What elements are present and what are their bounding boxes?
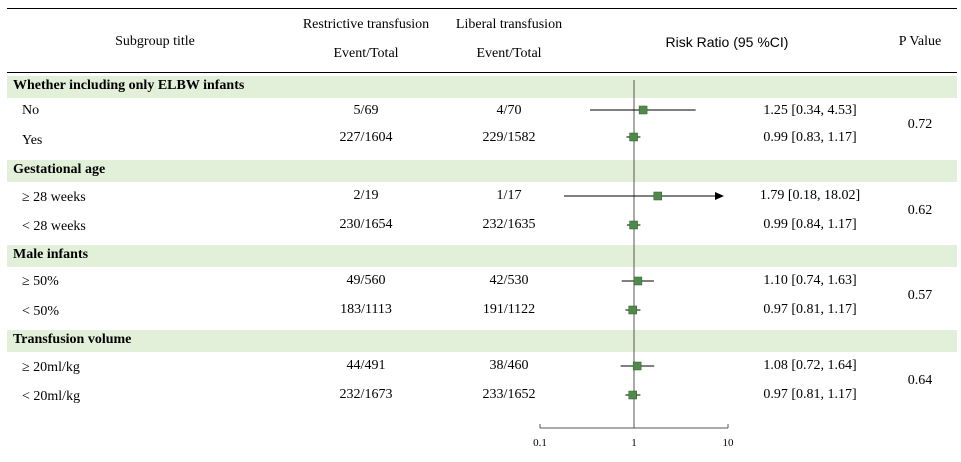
ci-arrow-icon: [715, 192, 724, 200]
risk-ratio-text: 0.99 [0.83, 1.17]: [763, 130, 857, 145]
liberal-value: 4/70: [496, 103, 522, 118]
row-label: No: [22, 103, 40, 118]
col-header-restrictive: Restrictive transfusion: [302, 17, 430, 32]
risk-ratio-text: 1.08 [0.72, 1.64]: [763, 358, 857, 373]
liberal-value: 233/1652: [482, 387, 536, 402]
col-header-p-value: P Value: [898, 34, 942, 49]
p-value: 0.62: [907, 203, 933, 218]
point-estimate-marker: [633, 276, 643, 286]
p-value: 0.64: [907, 373, 933, 388]
restrictive-value: 49/560: [346, 273, 386, 288]
point-estimate-marker: [653, 191, 663, 201]
risk-ratio-text: 1.25 [0.34, 4.53]: [763, 103, 857, 118]
header-rule: [7, 72, 957, 73]
row-label: ≥ 20ml/kg: [22, 360, 80, 375]
risk-ratio-text: 1.10 [0.74, 1.63]: [763, 273, 857, 288]
group-band: [7, 245, 957, 267]
restrictive-value: 5/69: [353, 103, 379, 118]
row-label: Yes: [22, 133, 43, 148]
point-estimate-marker: [629, 220, 638, 230]
row-label: < 50%: [22, 304, 60, 319]
col-header-risk-ratio: Risk Ratio (95 %CI): [665, 34, 789, 50]
col-header-liberal-sub: Event/Total: [476, 46, 542, 61]
top-rule: [7, 8, 957, 9]
group-title: Whether including only ELBW infants: [13, 78, 245, 93]
risk-ratio-text: 1.79 [0.18, 18.02]: [759, 188, 861, 203]
liberal-value: 1/17: [496, 188, 522, 203]
point-estimate-marker: [638, 105, 648, 115]
risk-ratio-text: 0.97 [0.81, 1.17]: [763, 387, 857, 402]
risk-ratio-text: 0.99 [0.84, 1.17]: [763, 217, 857, 232]
risk-ratio-text: 0.97 [0.81, 1.17]: [763, 302, 857, 317]
restrictive-value: 2/19: [353, 188, 379, 203]
x-tick-label: 0.1: [533, 437, 547, 449]
x-tick-label: 10: [723, 437, 735, 449]
liberal-value: 191/1122: [482, 302, 536, 317]
row-label: < 28 weeks: [22, 219, 86, 234]
restrictive-value: 230/1654: [339, 217, 393, 232]
col-header-restrictive-sub: Event/Total: [333, 46, 399, 61]
liberal-value: 229/1582: [482, 130, 536, 145]
group-band: [7, 160, 957, 182]
p-value: 0.57: [907, 288, 933, 303]
restrictive-value: 227/1604: [339, 130, 393, 145]
liberal-value: 232/1635: [482, 217, 536, 232]
row-label: < 20ml/kg: [22, 389, 81, 404]
restrictive-value: 44/491: [346, 358, 386, 373]
liberal-value: 42/530: [489, 273, 529, 288]
row-label: ≥ 28 weeks: [22, 190, 86, 205]
row-label: ≥ 50%: [22, 274, 59, 289]
p-value: 0.72: [907, 117, 933, 132]
liberal-value: 38/460: [489, 358, 529, 373]
col-header-liberal: Liberal transfusion: [455, 17, 563, 32]
group-title: Male infants: [13, 247, 89, 262]
col-header-subgroup: Subgroup title: [115, 34, 195, 49]
group-band: [7, 76, 957, 98]
point-estimate-marker: [632, 361, 642, 371]
point-estimate-marker: [628, 390, 638, 400]
restrictive-value: 183/1113: [340, 302, 392, 317]
point-estimate-marker: [628, 305, 638, 315]
point-estimate-marker: [629, 132, 638, 142]
group-title: Transfusion volume: [13, 332, 132, 347]
restrictive-value: 232/1673: [339, 387, 393, 402]
x-tick-label: 1: [631, 437, 637, 449]
group-title: Gestational age: [13, 162, 106, 177]
group-band: [7, 330, 957, 352]
